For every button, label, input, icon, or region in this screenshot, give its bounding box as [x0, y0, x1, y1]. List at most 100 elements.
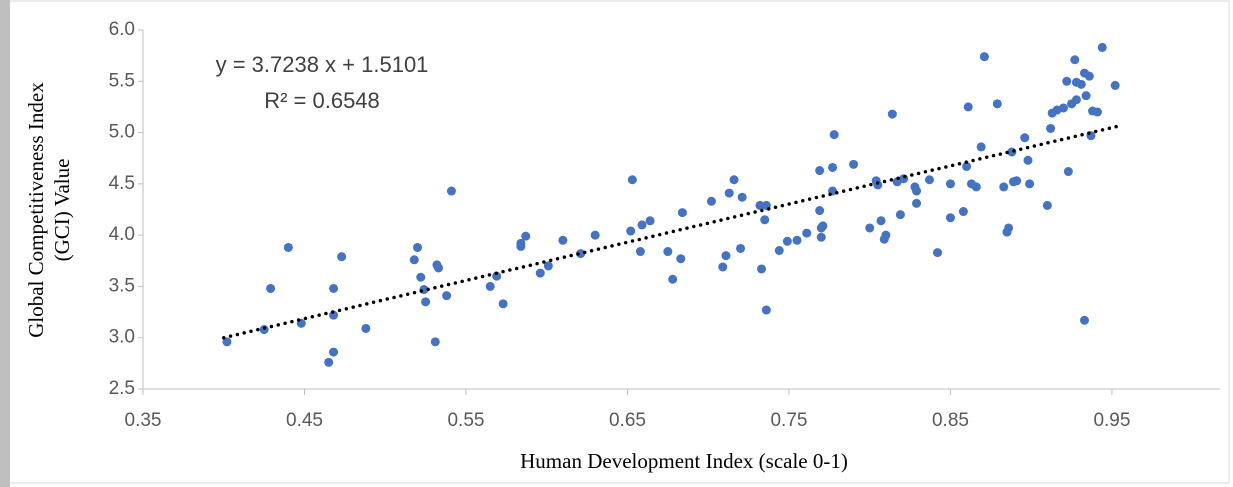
point — [992, 99, 1002, 109]
y-tick-label: 3.5 — [109, 275, 135, 296]
point — [492, 271, 502, 281]
point — [677, 208, 687, 218]
point — [1046, 123, 1056, 133]
x-tick-label: 0.85 — [932, 410, 969, 431]
point — [729, 175, 739, 185]
point — [912, 186, 922, 196]
point — [1070, 55, 1080, 65]
x-tick-label: 0.95 — [1093, 410, 1130, 431]
point — [337, 252, 347, 262]
point — [979, 52, 989, 62]
point — [1076, 79, 1086, 89]
point — [498, 299, 508, 309]
point — [999, 182, 1009, 192]
point — [876, 216, 886, 226]
point — [521, 231, 531, 241]
point — [543, 261, 553, 271]
point — [1092, 107, 1102, 117]
y-tick-label: 3.0 — [109, 327, 135, 348]
point — [645, 216, 655, 226]
point — [637, 220, 647, 230]
point — [912, 198, 922, 208]
point — [635, 247, 645, 257]
point — [329, 283, 339, 293]
point — [442, 291, 452, 301]
y-tick-label: 6.0 — [109, 19, 135, 40]
point — [816, 232, 826, 242]
point — [1110, 80, 1120, 90]
point — [266, 283, 276, 293]
point — [971, 182, 981, 192]
point — [849, 159, 859, 169]
point — [865, 223, 875, 233]
point — [576, 249, 586, 259]
point — [485, 281, 495, 291]
x-axis-title: Human Development Index (scale 0-1) — [520, 449, 848, 473]
point — [737, 192, 747, 202]
point — [724, 188, 734, 198]
point — [828, 162, 838, 172]
point — [887, 109, 897, 119]
point — [881, 230, 891, 240]
point — [1023, 155, 1033, 165]
point — [818, 221, 828, 231]
point — [1062, 76, 1072, 86]
y-tick-label: 2.5 — [109, 378, 135, 399]
point — [430, 337, 440, 347]
trendline — [221, 124, 1119, 340]
x-tick-label: 0.35 — [125, 410, 162, 431]
point — [976, 142, 986, 152]
point — [1080, 315, 1090, 325]
y-tick-label: 4.5 — [109, 173, 135, 194]
point — [1020, 133, 1030, 143]
point — [361, 323, 371, 333]
point — [1063, 167, 1073, 177]
point — [736, 243, 746, 253]
point — [1025, 179, 1035, 189]
point — [283, 242, 293, 252]
point — [329, 347, 339, 357]
x-tick-label: 0.55 — [447, 410, 484, 431]
point — [590, 230, 600, 240]
y-axis-title: (GCI) Value — [50, 159, 74, 262]
point — [760, 215, 770, 225]
point — [1084, 71, 1094, 81]
point — [761, 305, 771, 315]
point — [421, 297, 431, 307]
point — [815, 166, 825, 176]
point — [895, 210, 905, 220]
point — [718, 262, 728, 272]
point — [815, 206, 825, 216]
point — [222, 337, 232, 347]
point — [416, 272, 426, 282]
point — [324, 357, 334, 367]
point — [792, 235, 802, 245]
point — [627, 175, 637, 185]
point — [829, 130, 839, 140]
point — [558, 235, 568, 245]
point — [409, 255, 419, 265]
point — [924, 175, 934, 185]
point — [663, 247, 673, 257]
point — [945, 179, 955, 189]
point — [782, 236, 792, 246]
y-tick-label: 5.0 — [109, 122, 135, 143]
point — [668, 274, 678, 284]
point — [676, 254, 686, 264]
point — [757, 264, 767, 274]
point — [1081, 91, 1091, 101]
equation: y = 3.7238 x + 1.5101 — [216, 52, 429, 77]
x-tick-label: 0.65 — [609, 410, 646, 431]
point — [1071, 95, 1081, 105]
point — [706, 196, 716, 206]
point — [873, 180, 883, 190]
x-tick-label: 0.45 — [286, 410, 323, 431]
point — [1012, 176, 1022, 186]
point — [413, 242, 423, 252]
point — [434, 263, 444, 273]
y-tick-label: 5.5 — [109, 70, 135, 91]
point — [1042, 200, 1052, 210]
